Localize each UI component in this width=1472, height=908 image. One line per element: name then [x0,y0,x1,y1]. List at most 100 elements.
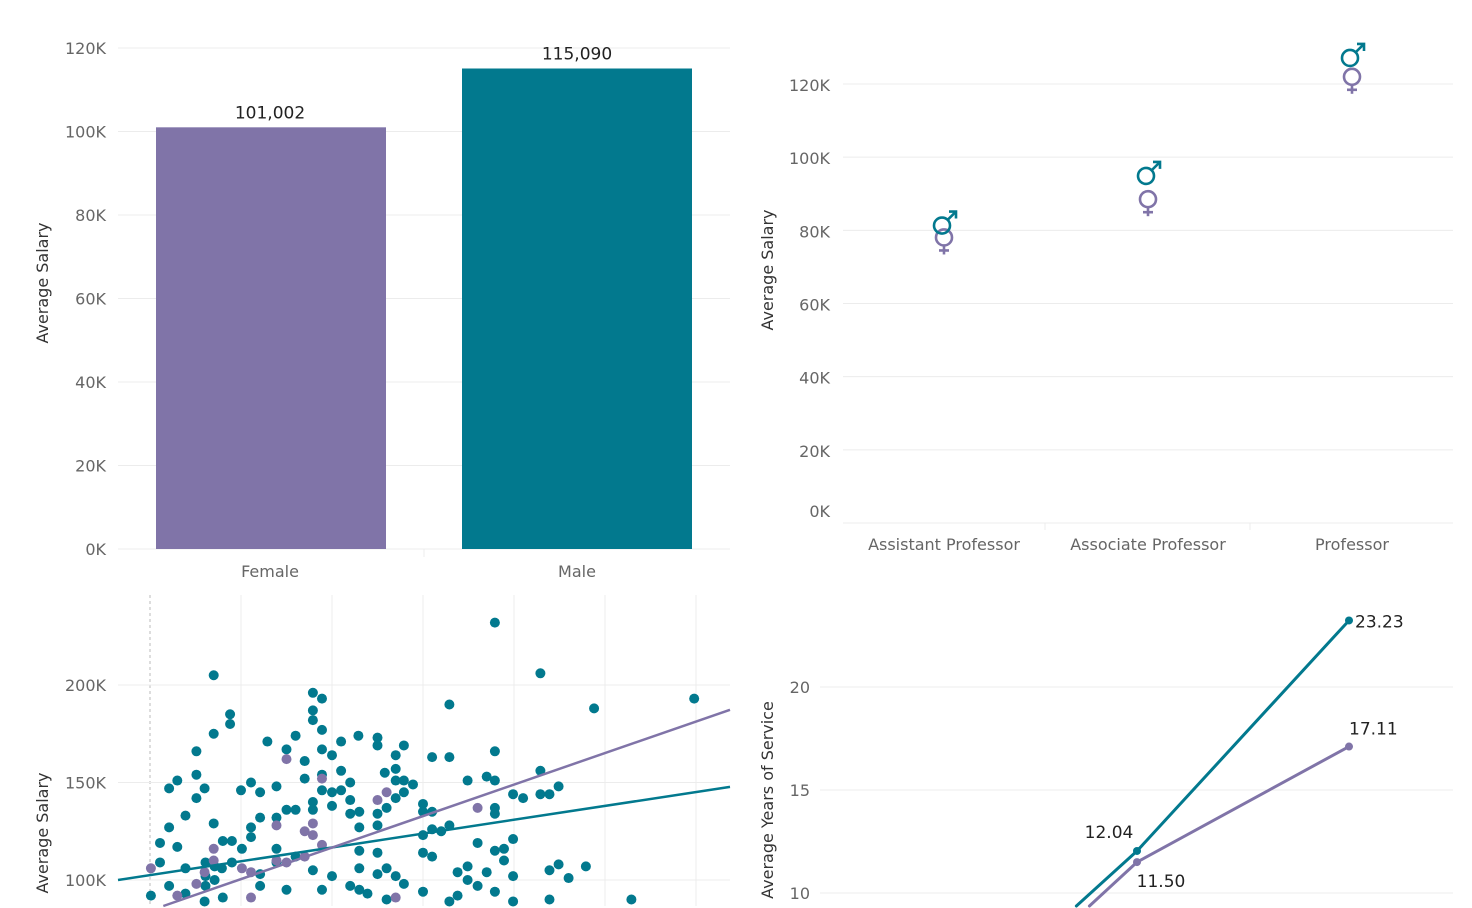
data-point-male [271,781,282,792]
data-point-male [180,810,191,821]
data-point-male [299,773,310,784]
data-point-female [381,787,392,798]
data-point-male [381,863,392,874]
x-tick-label: Female [241,562,299,581]
data-point-male [544,894,555,905]
data-point-male [372,847,383,858]
data-point-male [208,818,219,829]
data-point-male [372,808,383,819]
data-point-male [407,779,418,790]
y-tick-label: 20 [790,678,810,697]
data-point-male [290,730,301,741]
data-point-male [508,896,519,907]
data-point-male [444,752,455,763]
data-point-male [508,871,519,882]
data-point-female [246,892,257,903]
data-point-male [418,798,428,809]
data-point-male [354,845,365,856]
y-tick-label: 0K [85,540,106,559]
data-point-male [255,812,266,823]
data-point-male [489,617,500,628]
y-tick-label: 40K [799,369,830,388]
data-point-female [299,826,310,837]
data-point-male [208,670,219,681]
symbol-circle [1136,166,1156,186]
plot-area [117,617,731,908]
y-tick-label: 20K [799,442,830,461]
data-point-male [307,705,318,716]
data-point-male [498,843,509,854]
data-point-male [246,777,257,788]
data-point-male [255,880,266,891]
male-symbol-icon [1136,160,1162,186]
data-point-female [1345,742,1353,751]
data-point-male [200,880,211,891]
data-point-male [372,740,383,751]
data-point-male [372,732,383,743]
data-point-male [489,886,500,897]
data-point-female [191,878,202,889]
data-point-male [208,728,219,739]
data-point-female [390,892,401,903]
data-point-male [535,789,546,800]
data-point-male [236,843,247,854]
data-point-male [508,834,519,845]
data-point-male [489,808,500,819]
data-point-male [316,884,327,895]
data-point-male [508,789,519,800]
data-point-female [472,802,483,813]
data-point-male [398,740,409,751]
data-point-male [518,793,529,804]
female-symbol-icon [934,228,954,255]
y-tick-label: 100K [65,123,107,142]
data-point-male [327,750,337,761]
y-tick-label: 200K [65,676,107,695]
y-axis-title: Average Salary [33,222,52,343]
male-symbol-icon [932,210,958,235]
y-tick-label: 15 [790,781,810,800]
data-point-male [191,746,202,757]
data-point-female [172,890,183,901]
x-tick-label: Associate Professor [1070,535,1226,554]
y-tick-label: 10 [790,884,810,903]
data-point-male [354,884,365,895]
data-point-male [200,857,211,868]
trend-line-male [117,785,731,882]
data-point-male [444,896,455,907]
data-point-male [164,783,175,794]
years-of-service-line-chart: 10 15 20 Average Years of Service 12.04 23.23… [758,612,1453,908]
data-point-male [427,752,438,763]
y-tick-label: 80K [75,206,106,225]
salary-by-rank-sex-chart: 0K 20K 40K 60K 80K 100K 120K Average Salary Assi… [758,42,1453,554]
data-point-female [199,867,210,878]
bar-value-label: 101,002 [235,103,305,123]
symbol-arrow [1354,43,1365,54]
y-tick-label: 60K [75,290,106,309]
data-point-male [472,880,483,891]
data-point-male [390,750,401,761]
data-point-female [145,863,156,874]
data-point-male [379,767,390,778]
data-point-male [390,775,401,786]
data-point-male [444,699,455,710]
salary-by-sex-bar-chart: 0K 20K 40K 60K 80K 100K 120K Average Salary 101,… [33,39,730,581]
data-point-female [307,818,318,829]
data-point-male [336,736,347,747]
data-point-male [345,880,356,891]
data-point-female [208,843,219,854]
data-point-male [336,765,347,776]
data-point-male [290,804,301,815]
x-tick-label: Professor [1315,535,1389,554]
symbol-circle [1340,48,1360,68]
salary-vs-service-scatter: 100K 150K 200K Average Salary [33,595,731,908]
male-symbol-icon [1340,42,1366,68]
data-point-male [580,861,591,872]
y-tick-label: 40K [75,373,106,392]
data-point-female [307,830,318,841]
data-point-male [563,873,574,884]
data-point-male [452,890,463,901]
data-point-male [199,896,210,907]
bar-value-label: 115,090 [542,44,612,64]
data-point-male [199,783,210,794]
data-point-male [689,693,700,704]
